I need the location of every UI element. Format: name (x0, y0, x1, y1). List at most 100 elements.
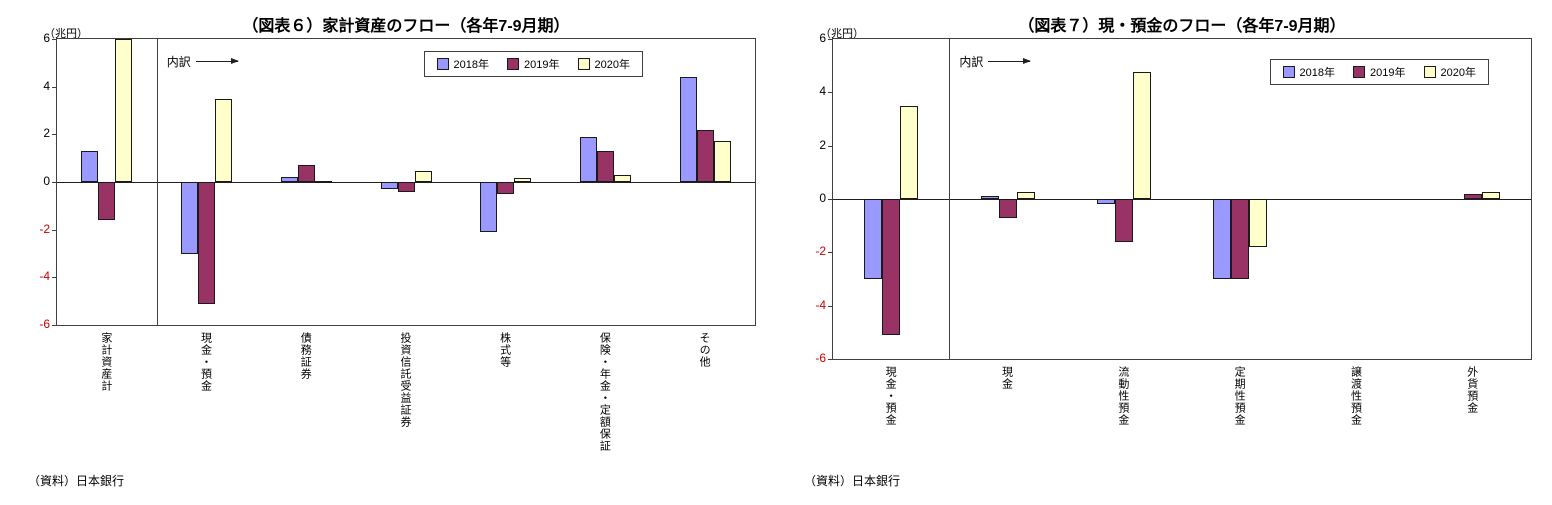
y-tick-label: 4 (819, 84, 826, 99)
x-axis-label: 株式等 (455, 326, 555, 458)
bar-2020年-株式等 (514, 178, 532, 182)
y-tick-mark (828, 92, 833, 94)
zero-axis-line (833, 199, 1531, 200)
y-tick-mark (52, 134, 57, 136)
bar-2019年-現金・預金 (198, 182, 216, 304)
x-axis-label: 現金・預金 (832, 360, 948, 458)
y-tick-label: 6 (43, 31, 50, 45)
y-tick-mark (52, 182, 57, 183)
chart-body: 6 4 2 0 -2 -4 -6 2018年 2019年 2020年 内訳 (802, 31, 1532, 365)
legend: 2018年 2019年 2020年 (423, 51, 643, 77)
x-axis-label-text: 外貨預金 (1465, 366, 1478, 414)
legend-swatch-icon (436, 58, 449, 70)
legend-swatch-icon (577, 58, 590, 70)
x-axis-label-text: 保険・年金・定額保証 (598, 332, 611, 452)
chart-body: 6 4 2 0 -2 -4 -6 2018年 2019年 2020年 内訳 (26, 31, 756, 331)
x-axis-label-text: 株式等 (498, 332, 511, 368)
bar-2019年-株式等 (497, 182, 515, 194)
y-tick-label: -4 (39, 269, 50, 284)
breakdown-annotation: 内訳 (166, 53, 239, 70)
legend-item: 2018年 (436, 56, 489, 72)
breakdown-separator-line (949, 39, 951, 359)
y-tick-label: -2 (815, 244, 826, 259)
breakdown-arrow-icon (988, 58, 1032, 64)
bar-2018年-現金 (980, 196, 999, 199)
charts-page: （兆円） （図表６）家計資産のフロー（各年7-9月期） 6 4 2 0 -2 -4 -6 2… (26, 10, 1532, 489)
y-tick-label: -6 (39, 317, 50, 331)
y-tick-mark (52, 325, 57, 326)
bar-2018年-現金・預金 (864, 199, 883, 279)
y-tick-mark (52, 86, 57, 88)
y-axis-unit-label: （兆円） (820, 28, 864, 40)
y-tick-label: -6 (815, 351, 826, 365)
x-axis-label-text: 現金・預金 (884, 366, 897, 426)
y-axis: 6 4 2 0 -2 -4 -6 (26, 31, 56, 331)
bar-2019年-投資信託受益証券 (397, 182, 415, 192)
legend-item: 2020年 (577, 56, 630, 72)
bar-2018年-投資信託受益証券 (380, 182, 398, 190)
plot-area: 2018年 2019年 2020年 内訳 (828, 38, 1532, 360)
bar-2020年-現金・預金 (215, 98, 233, 182)
bar-2020年-その他 (713, 141, 731, 182)
legend-label: 2019年 (524, 59, 560, 71)
plot-area: 2018年 2019年 2020年 内訳 (52, 38, 756, 326)
bar-2018年-債務証券 (280, 177, 298, 182)
bar-2019年-その他 (696, 129, 714, 182)
x-axis-label-text: 家計資産計 (99, 332, 112, 392)
bar-2019年-現金・預金 (882, 199, 901, 335)
chart-title: （図表６）家計資産のフロー（各年7-9月期） (242, 18, 570, 35)
x-axis-label-text: 定期性預金 (1233, 366, 1246, 426)
legend-label: 2020年 (1440, 67, 1476, 79)
bar-2020年-家計資産計 (115, 39, 133, 182)
bar-2019年-定期性預金 (1231, 199, 1250, 279)
x-axis-label-text: 現金 (1000, 366, 1013, 390)
breakdown-arrow-icon (195, 58, 239, 64)
legend-item: 2020年 (1423, 64, 1476, 80)
y-tick-mark (828, 39, 833, 40)
x-axis-label: 投資信託受益証券 (355, 326, 455, 458)
legend-item: 2019年 (1353, 64, 1406, 80)
x-axis-label: 譲渡性預金 (1297, 360, 1413, 458)
y-tick-mark (52, 277, 57, 279)
bar-2018年-流動性預金 (1096, 199, 1115, 205)
bar-2018年-家計資産計 (81, 151, 99, 182)
legend-swatch-icon (1353, 66, 1366, 78)
x-axis-label: 外貨預金 (1414, 360, 1530, 458)
legend-label: 2019年 (1370, 67, 1406, 79)
legend-item: 2019年 (507, 56, 560, 72)
x-axis-label-text: 投資信託受益証券 (398, 332, 411, 428)
bar-2018年-株式等 (480, 182, 498, 233)
breakdown-label: 内訳 (166, 55, 191, 69)
chart-header: （兆円） （図表６）家計資産のフロー（各年7-9月期） (26, 10, 756, 40)
bar-2018年-保険・年金・定額保証 (579, 136, 597, 182)
x-axis-label: 現金 (948, 360, 1064, 458)
x-axis-label-text: 譲渡性預金 (1349, 366, 1362, 426)
chart-header: （兆円） （図表７）現・預金のフロー（各年7-9月期） (802, 10, 1532, 40)
breakdown-label: 内訳 (959, 55, 984, 69)
breakdown-separator-line (156, 39, 158, 325)
bar-2019年-流動性預金 (1114, 199, 1133, 242)
bar-2019年-外貨預金 (1463, 193, 1482, 199)
legend-swatch-icon (1423, 66, 1436, 78)
bar-2020年-定期性預金 (1249, 199, 1268, 247)
chart-cash-deposits-flow: （兆円） （図表７）現・預金のフロー（各年7-9月期） 6 4 2 0 -2 -4 -6 2… (802, 10, 1532, 489)
chart-title: （図表７）現・預金のフロー（各年7-9月期） (1018, 18, 1346, 35)
y-tick-label: 6 (819, 31, 826, 45)
y-tick-label: 4 (43, 78, 50, 93)
bar-2020年-現金 (1016, 192, 1035, 199)
legend-label: 2018年 (1299, 67, 1336, 79)
y-axis: 6 4 2 0 -2 -4 -6 (802, 31, 832, 365)
x-axis-label: 現金・預金 (156, 326, 256, 458)
source-note: （資料）日本銀行 (28, 474, 125, 488)
y-tick-mark (828, 305, 833, 307)
y-tick-label: 0 (43, 174, 50, 188)
x-axis-label: 流動性預金 (1065, 360, 1181, 458)
x-axis-label: 家計資産計 (56, 326, 156, 458)
bar-2019年-債務証券 (297, 165, 315, 182)
x-axis-label: 定期性預金 (1181, 360, 1297, 458)
y-tick-mark (52, 229, 57, 231)
legend-label: 2020年 (594, 59, 630, 71)
source-note: （資料）日本銀行 (804, 474, 901, 488)
bar-2019年-現金 (998, 199, 1017, 218)
